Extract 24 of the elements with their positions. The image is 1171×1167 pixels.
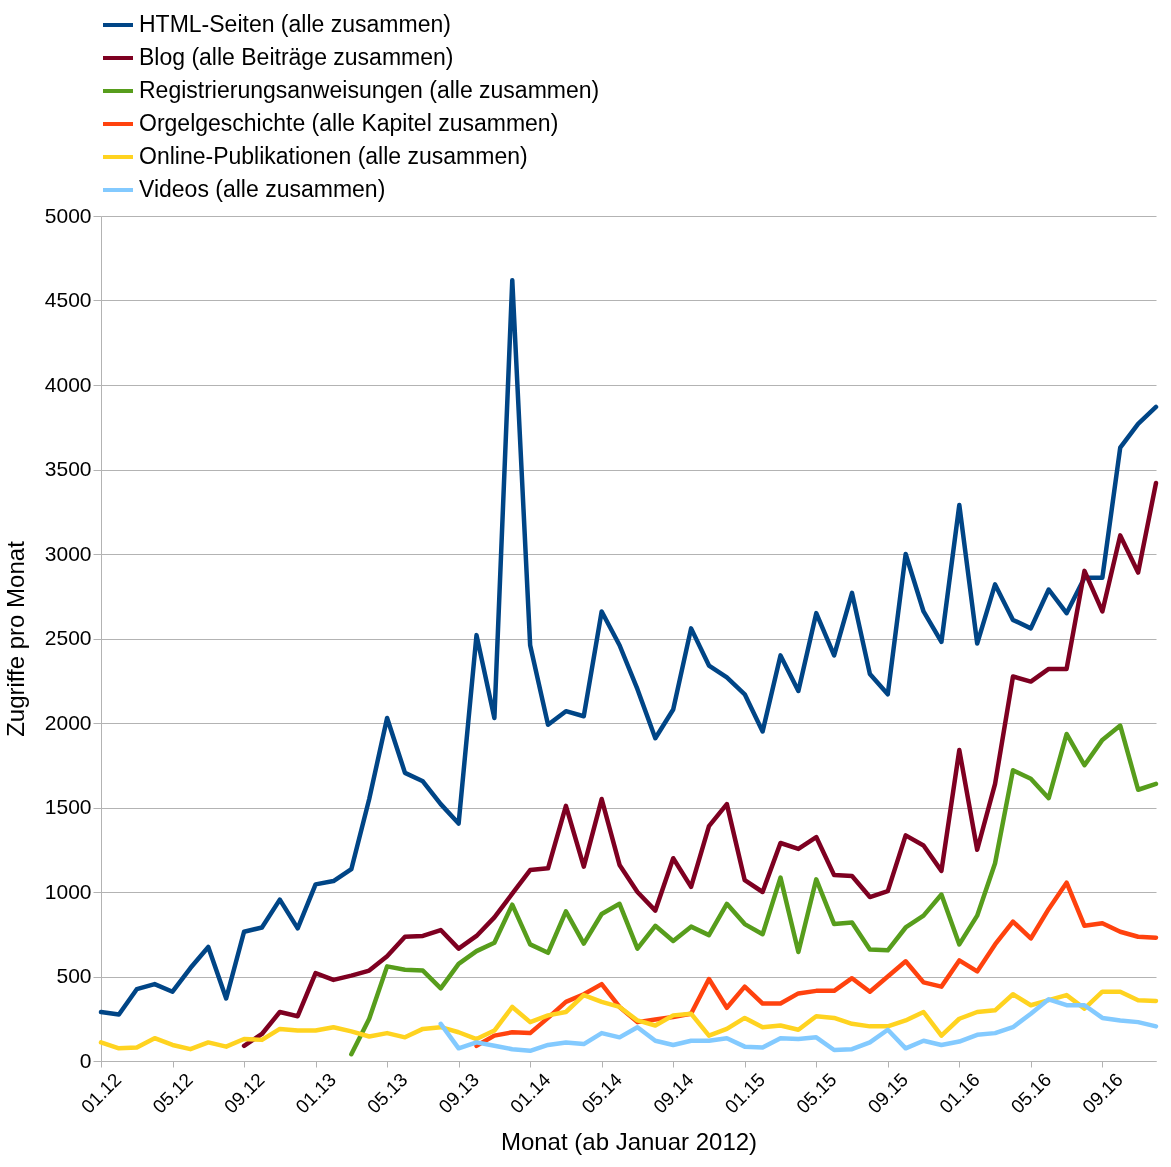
line-series	[349, 723, 1159, 1057]
x-axis-title: Monat (ab Januar 2012)	[500, 1128, 758, 1156]
line-series	[438, 997, 1159, 1054]
y-tick-label: 3500	[44, 457, 92, 480]
y-tick-label: 5000	[44, 203, 92, 227]
y-tick-label: 1500	[44, 795, 92, 818]
legend-label: Online-Publikationen (alle zusammen)	[139, 143, 528, 169]
legend-label: Blog (alle Beiträge zusammen)	[139, 44, 454, 70]
y-tick-label: 2500	[44, 626, 92, 649]
y-axis-title: Zugriffe pro Monat	[1, 540, 29, 737]
line-series	[474, 880, 1159, 1049]
y-tick-label: 0	[79, 1048, 92, 1072]
legend-label: Registrierungsanweisungen (alle zusammen)	[139, 77, 600, 103]
legend-label: Orgelgeschichte (alle Kapitel zusammen)	[139, 110, 559, 136]
y-tick-label: 4500	[44, 288, 92, 311]
line-series	[98, 989, 1159, 1052]
line-series	[241, 480, 1159, 1049]
y-tick-label: 500	[56, 964, 92, 987]
y-tick-label: 4000	[44, 372, 92, 396]
legend-label: Videos (alle zusammen)	[139, 176, 386, 202]
y-tick-label: 2000	[44, 710, 92, 734]
y-tick-label: 3000	[44, 541, 92, 565]
legend-label: HTML-Seiten (alle zusammen)	[139, 11, 451, 37]
y-tick-label: 1000	[44, 879, 92, 903]
